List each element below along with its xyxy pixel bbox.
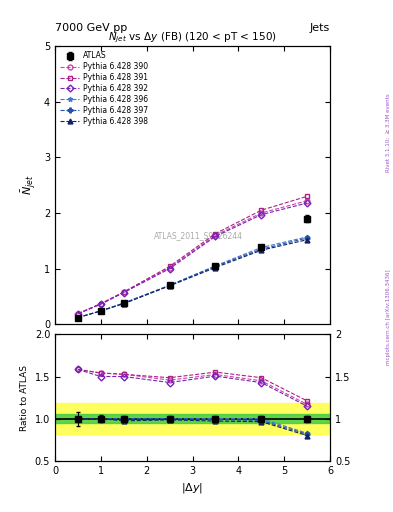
- Text: Rivet 3.1.10;  ≥ 3.3M events: Rivet 3.1.10; ≥ 3.3M events: [386, 94, 391, 173]
- Pythia 6.428 396: [99, 308, 103, 314]
- Pythia 6.428 397: [75, 314, 80, 321]
- Pythia 6.428 397: [213, 263, 218, 269]
- Pythia 6.428 398: [121, 301, 126, 307]
- Pythia 6.428 392: [121, 289, 126, 295]
- Bar: [55, 403, 330, 434]
- Pythia 6.428 390: [99, 301, 103, 307]
- X-axis label: |$\Delta y$|: |$\Delta y$|: [182, 481, 204, 495]
- Pythia 6.428 390: [121, 289, 126, 295]
- Pythia 6.428 391: [99, 301, 103, 307]
- Pythia 6.428 391: [75, 311, 80, 317]
- Line: Pythia 6.428 391: Pythia 6.428 391: [75, 194, 310, 316]
- Line: Pythia 6.428 390: Pythia 6.428 390: [75, 198, 310, 316]
- Text: mcplots.cern.ch [arXiv:1306.3436]: mcplots.cern.ch [arXiv:1306.3436]: [386, 270, 391, 365]
- Line: Pythia 6.428 392: Pythia 6.428 392: [75, 201, 310, 316]
- Pythia 6.428 396: [305, 234, 310, 240]
- Line: Pythia 6.428 397: Pythia 6.428 397: [75, 236, 310, 320]
- Y-axis label: $\bar{N}_{jet}$: $\bar{N}_{jet}$: [20, 175, 39, 196]
- Pythia 6.428 391: [259, 207, 264, 214]
- Text: Jets: Jets: [310, 23, 330, 33]
- Pythia 6.428 390: [305, 198, 310, 204]
- Text: 7000 GeV pp: 7000 GeV pp: [55, 23, 127, 33]
- Text: ATLAS_2011_S9126244: ATLAS_2011_S9126244: [154, 231, 242, 240]
- Legend: ATLAS, Pythia 6.428 390, Pythia 6.428 391, Pythia 6.428 392, Pythia 6.428 396, P: ATLAS, Pythia 6.428 390, Pythia 6.428 39…: [59, 50, 149, 127]
- Bar: [55, 414, 330, 423]
- Pythia 6.428 398: [75, 314, 80, 321]
- Pythia 6.428 397: [305, 235, 310, 241]
- Pythia 6.428 391: [305, 193, 310, 199]
- Pythia 6.428 398: [99, 308, 103, 314]
- Pythia 6.428 392: [259, 211, 264, 218]
- Line: Pythia 6.428 396: Pythia 6.428 396: [75, 234, 310, 320]
- Title: $N_{jet}$ vs $\Delta y$ (FB) (120 < pT < 150): $N_{jet}$ vs $\Delta y$ (FB) (120 < pT <…: [108, 31, 277, 46]
- Pythia 6.428 396: [259, 244, 264, 250]
- Pythia 6.428 396: [75, 314, 80, 321]
- Pythia 6.428 398: [259, 247, 264, 253]
- Pythia 6.428 397: [121, 300, 126, 306]
- Pythia 6.428 391: [213, 230, 218, 237]
- Pythia 6.428 390: [75, 311, 80, 317]
- Pythia 6.428 397: [167, 282, 172, 288]
- Pythia 6.428 396: [167, 282, 172, 288]
- Y-axis label: Ratio to ATLAS: Ratio to ATLAS: [20, 365, 29, 431]
- Pythia 6.428 390: [213, 232, 218, 238]
- Pythia 6.428 390: [167, 264, 172, 270]
- Pythia 6.428 390: [259, 210, 264, 216]
- Pythia 6.428 398: [213, 264, 218, 270]
- Pythia 6.428 391: [121, 289, 126, 295]
- Pythia 6.428 392: [75, 311, 80, 317]
- Pythia 6.428 397: [259, 246, 264, 252]
- Pythia 6.428 392: [213, 233, 218, 240]
- Pythia 6.428 392: [99, 301, 103, 307]
- Pythia 6.428 392: [167, 266, 172, 272]
- Line: Pythia 6.428 398: Pythia 6.428 398: [75, 237, 310, 320]
- Pythia 6.428 396: [213, 263, 218, 269]
- Pythia 6.428 398: [167, 283, 172, 289]
- Pythia 6.428 392: [305, 200, 310, 206]
- Pythia 6.428 398: [305, 237, 310, 243]
- Pythia 6.428 397: [99, 308, 103, 314]
- Pythia 6.428 396: [121, 300, 126, 306]
- Pythia 6.428 391: [167, 263, 172, 269]
